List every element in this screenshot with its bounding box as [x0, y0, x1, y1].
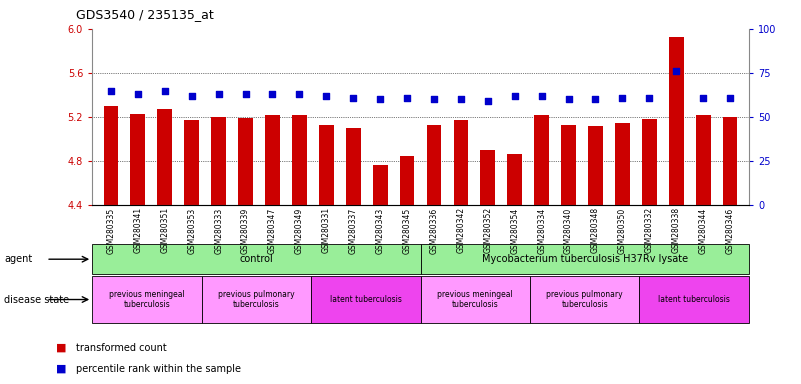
- Text: Mycobacterium tuberculosis H37Rv lysate: Mycobacterium tuberculosis H37Rv lysate: [481, 254, 688, 264]
- FancyBboxPatch shape: [311, 276, 421, 323]
- Text: GSM280339: GSM280339: [241, 207, 250, 253]
- Point: [293, 91, 306, 97]
- FancyBboxPatch shape: [421, 245, 749, 274]
- Bar: [534, 115, 549, 205]
- Text: agent: agent: [4, 254, 32, 264]
- Point: [185, 93, 198, 99]
- Text: GSM280334: GSM280334: [537, 207, 546, 253]
- Bar: [588, 126, 603, 205]
- Text: GDS3540 / 235135_at: GDS3540 / 235135_at: [76, 8, 214, 21]
- Bar: [562, 125, 576, 205]
- Text: GSM280345: GSM280345: [403, 207, 412, 253]
- Bar: [615, 122, 630, 205]
- Point: [589, 96, 602, 103]
- Text: GSM280344: GSM280344: [698, 207, 707, 253]
- Text: GSM280331: GSM280331: [322, 207, 331, 253]
- FancyBboxPatch shape: [92, 276, 202, 323]
- Bar: [184, 121, 199, 205]
- Bar: [319, 125, 334, 205]
- Bar: [453, 121, 469, 205]
- Text: GSM280335: GSM280335: [107, 207, 115, 253]
- Text: GSM280343: GSM280343: [376, 207, 384, 253]
- Point: [131, 91, 144, 97]
- Point: [535, 93, 548, 99]
- Bar: [292, 115, 307, 205]
- Bar: [400, 156, 414, 205]
- Bar: [507, 154, 522, 205]
- Text: GSM280340: GSM280340: [564, 207, 573, 253]
- Bar: [157, 109, 172, 205]
- Bar: [211, 117, 226, 205]
- FancyBboxPatch shape: [421, 276, 530, 323]
- Bar: [481, 150, 495, 205]
- Text: GSM280354: GSM280354: [510, 207, 519, 253]
- Point: [670, 68, 682, 74]
- Point: [643, 94, 656, 101]
- Bar: [265, 115, 280, 205]
- Text: latent tuberculosis: latent tuberculosis: [658, 295, 731, 304]
- Text: GSM280353: GSM280353: [187, 207, 196, 253]
- Text: GSM280352: GSM280352: [483, 207, 493, 253]
- Point: [239, 91, 252, 97]
- Text: GSM280337: GSM280337: [348, 207, 358, 253]
- Text: GSM280332: GSM280332: [645, 207, 654, 253]
- FancyBboxPatch shape: [639, 276, 749, 323]
- Point: [374, 96, 387, 103]
- Point: [105, 88, 118, 94]
- Point: [697, 94, 710, 101]
- Point: [509, 93, 521, 99]
- Text: previous pulmonary
tuberculosis: previous pulmonary tuberculosis: [546, 290, 623, 309]
- Text: disease state: disease state: [4, 295, 69, 305]
- Bar: [669, 36, 684, 205]
- Bar: [346, 128, 360, 205]
- Point: [266, 91, 279, 97]
- Text: GSM280349: GSM280349: [295, 207, 304, 253]
- Point: [347, 94, 360, 101]
- Text: previous meningeal
tuberculosis: previous meningeal tuberculosis: [109, 290, 185, 309]
- Text: GSM280333: GSM280333: [214, 207, 223, 253]
- Bar: [427, 125, 441, 205]
- Bar: [238, 118, 253, 205]
- Point: [616, 94, 629, 101]
- Point: [212, 91, 225, 97]
- Text: control: control: [239, 254, 273, 264]
- Text: ■: ■: [56, 364, 66, 374]
- Text: GSM280342: GSM280342: [457, 207, 465, 253]
- Text: previous pulmonary
tuberculosis: previous pulmonary tuberculosis: [218, 290, 295, 309]
- FancyBboxPatch shape: [530, 276, 639, 323]
- Text: GSM280338: GSM280338: [672, 207, 681, 253]
- Text: percentile rank within the sample: percentile rank within the sample: [76, 364, 241, 374]
- Point: [159, 88, 171, 94]
- Text: GSM280347: GSM280347: [268, 207, 277, 253]
- Bar: [372, 165, 388, 205]
- Text: GSM280351: GSM280351: [160, 207, 169, 253]
- Text: previous meningeal
tuberculosis: previous meningeal tuberculosis: [437, 290, 513, 309]
- Text: GSM280336: GSM280336: [429, 207, 438, 253]
- Point: [562, 96, 575, 103]
- Point: [481, 98, 494, 104]
- Bar: [131, 114, 145, 205]
- Text: transformed count: transformed count: [76, 343, 167, 353]
- Point: [400, 94, 413, 101]
- Bar: [696, 115, 710, 205]
- FancyBboxPatch shape: [202, 276, 311, 323]
- Bar: [723, 117, 738, 205]
- Bar: [103, 106, 119, 205]
- Text: ■: ■: [56, 343, 66, 353]
- Point: [723, 94, 736, 101]
- FancyBboxPatch shape: [92, 245, 421, 274]
- Text: GSM280346: GSM280346: [726, 207, 735, 253]
- Text: GSM280350: GSM280350: [618, 207, 627, 253]
- Text: latent tuberculosis: latent tuberculosis: [330, 295, 402, 304]
- Point: [454, 96, 467, 103]
- Text: GSM280341: GSM280341: [134, 207, 143, 253]
- Point: [320, 93, 332, 99]
- Text: GSM280348: GSM280348: [591, 207, 600, 253]
- Bar: [642, 119, 657, 205]
- Point: [428, 96, 441, 103]
